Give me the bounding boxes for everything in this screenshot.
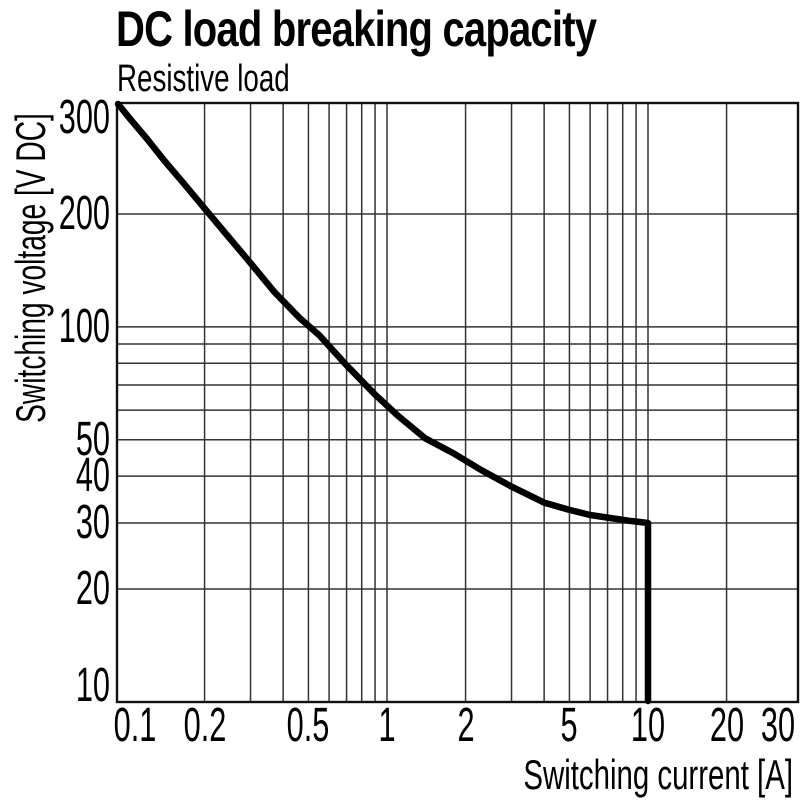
y-tick-label: 300 (58, 91, 110, 144)
x-tick-label: 20 (709, 699, 744, 752)
x-tick-label: 1 (378, 699, 396, 752)
x-tick-label: 0.1 (113, 699, 157, 752)
x-tick-label: 0.2 (183, 699, 226, 752)
y-axis-title: Switching voltage [V DC] (7, 113, 54, 423)
y-tick-label: 30 (75, 495, 110, 549)
y-tick-label: 20 (75, 562, 110, 615)
y-tick-label: 50 (75, 412, 110, 466)
capacity-curve (114, 100, 652, 705)
y-tick-label: 200 (58, 187, 110, 240)
y-tick-label: 10 (75, 659, 110, 712)
x-tick-label: 2 (457, 699, 475, 752)
x-tick-label: 30 (760, 699, 795, 752)
chart-subtitle: Resistive load (117, 58, 290, 100)
x-axis-title: Switching current [A] (523, 751, 793, 798)
x-tick-label: 0.5 (287, 699, 330, 752)
y-tick-label: 40 (75, 449, 110, 503)
y-tick-label: 100 (58, 299, 110, 353)
plot-border (115, 101, 800, 704)
x-tick-label: 5 (560, 699, 578, 752)
chart-title: DC load breaking capacity (116, 1, 597, 57)
x-tick-label: 10 (630, 699, 666, 752)
